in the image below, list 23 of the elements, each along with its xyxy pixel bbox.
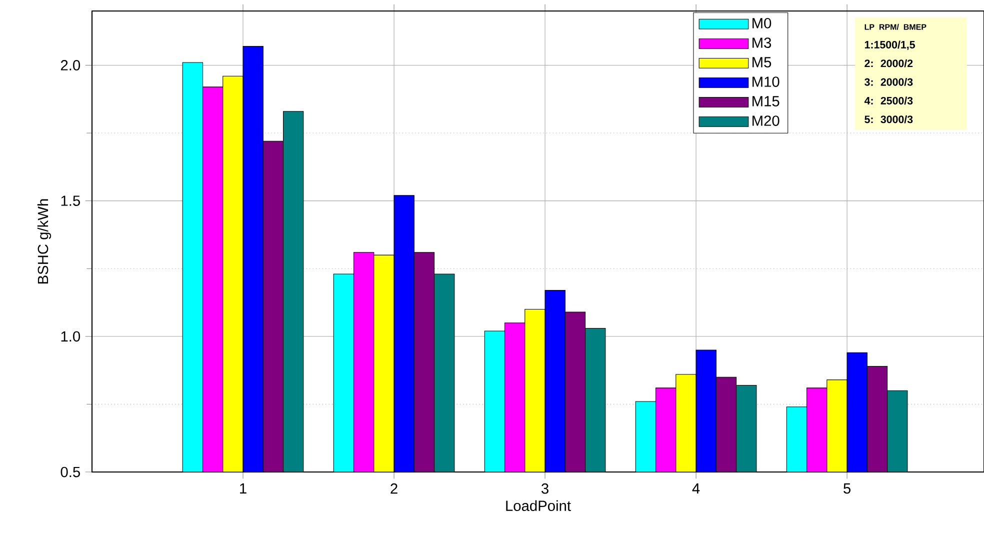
annotation: 1:1500/1,5 — [864, 40, 915, 50]
x-tick-label: 4 — [692, 483, 700, 494]
x-tick-label: 1 — [240, 483, 246, 494]
x-tick-label: 2 — [390, 483, 398, 494]
x-tick-label: 5 — [844, 483, 850, 494]
legend-label: M5 — [752, 57, 772, 68]
x-tick-label: 3 — [542, 483, 548, 494]
y-tick-label: 2.0 — [60, 60, 80, 70]
x-axis-title: LoadPoint — [506, 500, 571, 512]
legend-label: M15 — [752, 96, 780, 106]
legend-label: M3 — [752, 38, 772, 48]
legend-label: M20 — [752, 116, 780, 126]
y-axis-title: BSHC g/kWh — [37, 199, 52, 284]
annotation: 4: 2500/3 — [864, 96, 913, 105]
y-tick-label: 1.5 — [61, 196, 80, 206]
legend-label: M0 — [752, 18, 772, 28]
annotation: 5: 3000/3 — [864, 115, 913, 124]
y-tick-label: 0.5 — [60, 466, 80, 478]
annotation: 2: 2000/2 — [864, 59, 913, 68]
legend-label: M10 — [752, 76, 780, 87]
annotation: 3: 2000/3 — [864, 78, 913, 86]
annotation: LP RPM/ BMEP — [864, 24, 926, 30]
y-tick-label: 1.0 — [61, 331, 80, 342]
